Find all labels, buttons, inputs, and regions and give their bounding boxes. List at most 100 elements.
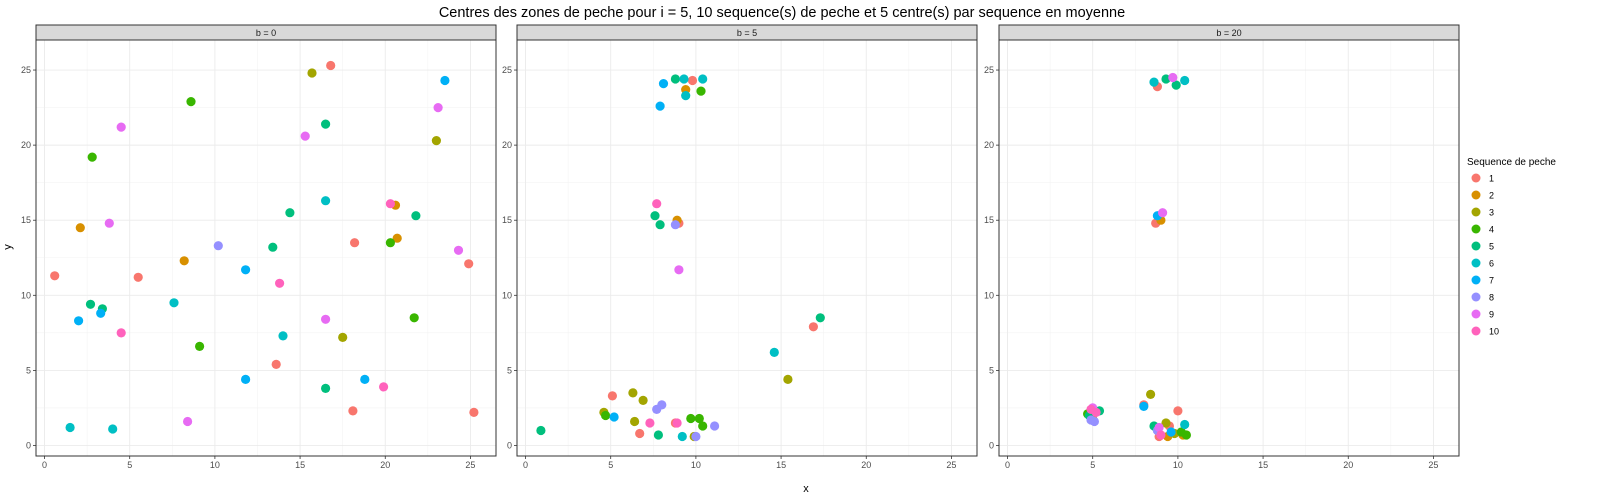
data-point-seq-6	[278, 331, 288, 341]
x-tick-label: 0	[1005, 460, 1010, 470]
data-point-seq-9	[116, 122, 126, 132]
facet-strip-label: b = 0	[256, 28, 276, 38]
x-tick-label: 20	[861, 460, 871, 470]
data-point-seq-1	[1173, 406, 1183, 416]
data-point-seq-4	[601, 410, 611, 421]
data-point-seq-7	[241, 374, 251, 384]
data-point-seq-1	[464, 259, 474, 269]
data-point-seq-9	[300, 131, 310, 141]
legend-label-3: 3	[1489, 208, 1494, 218]
data-point-seq-4	[686, 413, 696, 424]
data-point-seq-6	[1149, 77, 1159, 87]
legend-key-8	[1471, 292, 1481, 302]
legend-label-4: 4	[1489, 225, 1494, 235]
data-point-seq-8	[1089, 416, 1099, 427]
y-tick-label: 0	[989, 440, 994, 450]
data-point-seq-8	[710, 421, 720, 431]
data-point-seq-6	[679, 74, 689, 84]
x-tick-label: 20	[380, 460, 390, 470]
data-point-seq-7	[609, 412, 619, 422]
y-tick-label: 5	[26, 365, 31, 375]
y-tick-label: 15	[502, 215, 512, 225]
data-point-seq-5	[285, 208, 295, 218]
legend-key-10	[1471, 326, 1481, 336]
data-point-seq-4	[186, 97, 196, 107]
x-tick-label: 10	[210, 460, 220, 470]
data-point-seq-2	[75, 223, 85, 233]
data-point-seq-5	[655, 220, 665, 230]
data-point-seq-10	[116, 328, 126, 338]
data-point-seq-9	[1154, 422, 1164, 433]
x-tick-label: 5	[1090, 460, 1095, 470]
data-point-seq-1	[326, 60, 336, 71]
panel-background	[999, 40, 1459, 456]
x-tick-label: 15	[776, 460, 786, 470]
data-point-seq-6	[1180, 75, 1190, 86]
data-point-seq-4	[698, 421, 708, 431]
data-point-seq-10	[672, 418, 682, 428]
data-point-seq-5	[1171, 80, 1181, 90]
y-tick-label: 5	[507, 365, 512, 375]
data-point-seq-4	[195, 341, 205, 351]
legend-label-7: 7	[1489, 276, 1494, 286]
facet-strip	[516, 24, 978, 41]
data-point-seq-6	[1180, 419, 1190, 430]
data-point-seq-5	[85, 299, 96, 309]
data-point-seq-3	[630, 416, 640, 427]
legend-items: 1 2 3 4 5 6 7 8 9 10	[1471, 173, 1499, 337]
data-point-seq-6	[677, 431, 687, 442]
data-point-seq-8	[670, 220, 681, 230]
legend-label-5: 5	[1489, 242, 1494, 252]
data-point-seq-5	[653, 430, 664, 440]
data-point-seq-1	[271, 359, 281, 369]
data-point-seq-9	[321, 314, 331, 324]
facet-panel-0: b = 0 0 5 10 15 20 25 0 5 10 15 20 25	[21, 24, 497, 470]
data-point-seq-10	[379, 382, 389, 392]
facet-strip	[35, 24, 497, 41]
facet-strip	[998, 24, 1460, 41]
data-point-seq-9	[1158, 208, 1168, 218]
data-point-seq-1	[687, 75, 698, 86]
data-point-seq-5	[411, 211, 421, 221]
legend-label-2: 2	[1489, 191, 1494, 201]
y-tick-label: 10	[21, 290, 31, 300]
legend-label-10: 10	[1489, 327, 1499, 337]
x-tick-label: 25	[465, 460, 475, 470]
data-point-seq-4	[87, 152, 97, 162]
y-tick-label: 5	[989, 365, 994, 375]
data-point-seq-1	[607, 391, 618, 401]
legend-key-6	[1471, 258, 1481, 268]
data-point-seq-10	[275, 278, 285, 288]
x-tick-label: 5	[127, 460, 132, 470]
x-axis-title: x	[803, 483, 809, 495]
data-point-seq-3	[628, 388, 638, 398]
data-point-seq-3	[638, 395, 648, 405]
data-point-seq-5	[670, 74, 681, 84]
data-point-seq-6	[169, 298, 179, 308]
facet-strip-label: b = 5	[737, 28, 757, 38]
data-point-seq-10	[645, 418, 655, 428]
legend-key-1	[1471, 173, 1481, 183]
data-point-seq-10	[1091, 407, 1101, 417]
data-point-seq-5	[650, 211, 660, 221]
data-point-seq-8	[691, 431, 701, 442]
data-point-seq-2	[179, 256, 189, 266]
data-point-seq-9	[183, 416, 193, 427]
data-point-seq-5	[321, 119, 331, 129]
x-tick-label: 10	[691, 460, 701, 470]
x-tick-label: 25	[946, 460, 956, 470]
y-tick-label: 10	[984, 290, 994, 300]
data-point-seq-9	[104, 218, 114, 228]
legend-key-2	[1471, 190, 1481, 200]
data-point-seq-7	[360, 374, 370, 384]
data-point-seq-7	[74, 316, 84, 326]
data-point-seq-10	[652, 199, 662, 209]
data-point-seq-2	[392, 233, 402, 243]
x-tick-label: 25	[1428, 460, 1438, 470]
data-point-seq-1	[133, 272, 143, 282]
legend-key-7	[1471, 275, 1481, 285]
data-point-seq-4	[1181, 430, 1191, 440]
data-point-seq-7	[1166, 427, 1176, 437]
data-point-seq-7	[96, 308, 106, 318]
